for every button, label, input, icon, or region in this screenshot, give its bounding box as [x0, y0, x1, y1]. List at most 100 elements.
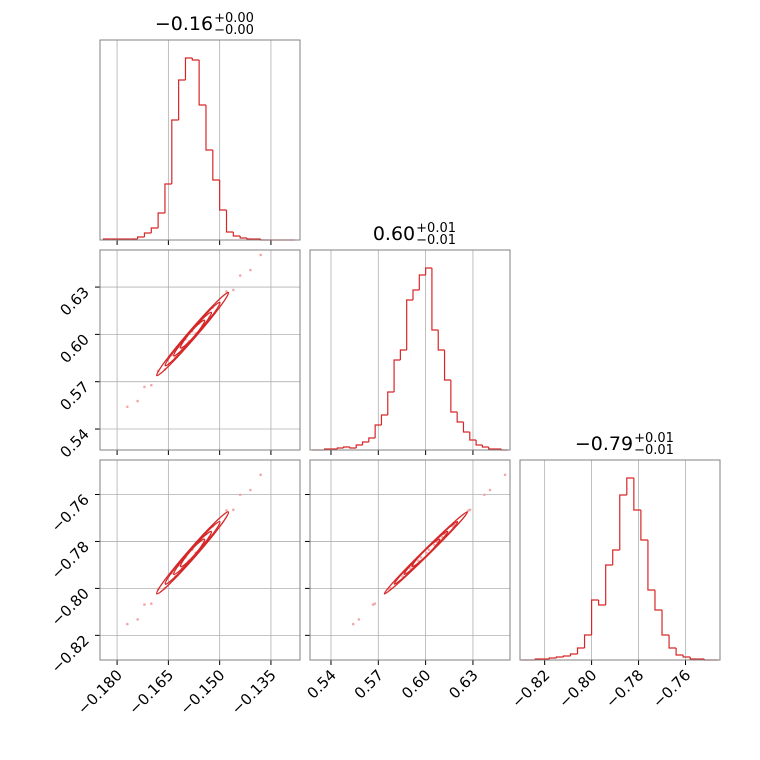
- sample-point: [225, 509, 228, 512]
- histogram-bin: [198, 60, 206, 106]
- histogram-bin: [598, 600, 606, 606]
- histogram-bin: [661, 610, 670, 636]
- sample-point: [503, 473, 507, 477]
- histogram-bin: [171, 119, 179, 184]
- x-tick-label: −0.180: [74, 666, 126, 718]
- sample-point: [419, 556, 423, 559]
- histogram-bin: [612, 549, 620, 565]
- panel-frame: [99, 39, 301, 241]
- histogram-bin: [361, 441, 369, 445]
- histogram-bin: [640, 510, 648, 541]
- histogram-bin: [178, 79, 186, 120]
- histogram-bin: [590, 599, 599, 635]
- panel-frame: [309, 459, 511, 661]
- histogram-bin: [412, 289, 420, 300]
- histogram-bin: [682, 655, 691, 658]
- histogram-bin: [406, 299, 413, 350]
- sample-point: [232, 288, 235, 292]
- histogram-bin: [164, 183, 172, 213]
- histogram-bin: [654, 590, 663, 611]
- histogram-bin: [431, 268, 439, 331]
- sample-point: [136, 618, 139, 621]
- histogram-bin: [342, 446, 350, 448]
- title-lower: −0.01: [416, 233, 456, 248]
- sample-point: [232, 508, 235, 512]
- histogram-bin: [393, 359, 401, 392]
- histogram-bin: [355, 444, 363, 448]
- histogram-bin: [418, 274, 426, 290]
- histogram-bin: [374, 424, 382, 438]
- x-tick-label: −0.78: [602, 666, 647, 711]
- title-upper: +0.00: [214, 11, 254, 26]
- sample-point: [126, 405, 129, 409]
- histogram-bin: [137, 236, 145, 239]
- sample-point: [351, 622, 355, 626]
- y-tick-label: 0.60: [56, 330, 92, 366]
- sample-point: [357, 618, 361, 621]
- x-tick-label: −0.135: [228, 666, 280, 718]
- x-tick-label: 0.60: [398, 666, 434, 702]
- y-tick-label: −0.80: [48, 585, 93, 630]
- histogram-bin: [481, 445, 489, 448]
- histogram-bin: [562, 655, 571, 657]
- sample-point: [249, 488, 252, 492]
- histogram-bin: [349, 447, 357, 449]
- contour: [383, 511, 469, 595]
- histogram-bin: [555, 656, 564, 658]
- histogram-bin: [150, 227, 159, 233]
- histogram-bin: [225, 210, 234, 233]
- sample-point: [427, 548, 431, 551]
- panel-title: −0.79: [575, 433, 633, 455]
- title-lower: −0.00: [214, 23, 254, 38]
- contour: [155, 511, 230, 595]
- x-tick-label: −0.82: [508, 666, 553, 711]
- sample-point: [249, 268, 252, 272]
- y-tick-label: 0.63: [56, 283, 92, 319]
- histogram-bin: [437, 330, 445, 351]
- contour: [155, 291, 230, 377]
- sample-point: [149, 602, 153, 605]
- histogram-bin: [387, 391, 395, 415]
- sample-point: [238, 493, 242, 497]
- contour: [164, 520, 221, 585]
- histogram-bin: [380, 414, 388, 425]
- title-lower: −0.01: [634, 443, 674, 458]
- histogram-bin: [336, 447, 344, 449]
- histogram-bin: [626, 477, 634, 495]
- sample-point: [468, 508, 472, 512]
- sample-point: [126, 622, 129, 626]
- title-upper: +0.01: [634, 431, 674, 446]
- panel-title: 0.60: [373, 223, 415, 245]
- histogram-bin: [239, 236, 248, 239]
- histogram-bin: [450, 380, 458, 413]
- histogram-bin: [675, 648, 684, 656]
- sample-point: [136, 399, 139, 403]
- histogram-bin: [212, 150, 220, 181]
- histogram-bin: [569, 653, 578, 656]
- histogram-bin: [232, 232, 241, 237]
- histogram-bin: [368, 437, 376, 442]
- histogram-bin: [689, 657, 698, 660]
- sample-point: [225, 290, 228, 293]
- histogram-bin: [219, 180, 227, 211]
- histogram-bin: [647, 540, 655, 591]
- histogram-bin: [157, 212, 165, 228]
- histogram-bin: [668, 635, 677, 649]
- sample-point: [373, 602, 377, 605]
- x-tick-label: 0.57: [351, 666, 387, 702]
- histogram-bin: [469, 432, 477, 441]
- histogram-bin: [619, 494, 627, 550]
- histogram-bin: [143, 232, 152, 237]
- y-tick-label: 0.57: [56, 378, 92, 414]
- sample-point: [143, 603, 146, 606]
- sample-point: [149, 383, 153, 387]
- y-tick-label: −0.82: [48, 631, 93, 676]
- sample-point: [417, 559, 420, 563]
- title-upper: +0.01: [416, 221, 456, 236]
- x-tick-label: −0.165: [125, 666, 177, 718]
- histogram-bin: [605, 564, 613, 605]
- y-tick-label: −0.76: [48, 491, 93, 536]
- contour: [173, 530, 213, 576]
- histogram-bin: [425, 267, 432, 275]
- x-tick-label: −0.76: [649, 666, 694, 711]
